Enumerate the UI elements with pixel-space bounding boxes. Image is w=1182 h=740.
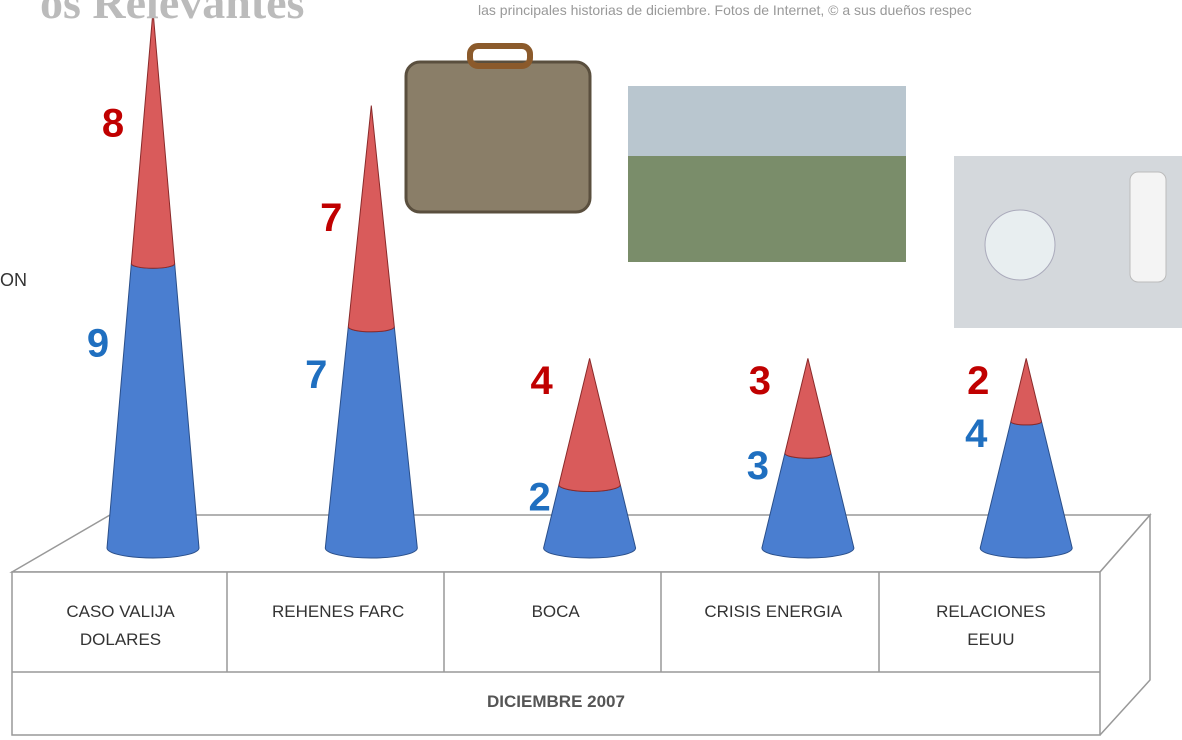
cone-lower bbox=[107, 264, 199, 558]
cone-lower bbox=[325, 327, 417, 558]
group-label: DICIEMBRE 2007 bbox=[12, 692, 1100, 712]
value-label: 7 bbox=[320, 196, 342, 240]
cone-upper bbox=[559, 358, 620, 491]
title: os Relevantes bbox=[40, 0, 304, 29]
cone-upper bbox=[1011, 358, 1042, 425]
photos bbox=[406, 46, 1182, 328]
cone-lower bbox=[980, 422, 1072, 558]
cone-lower bbox=[544, 485, 636, 558]
value-label: 2 bbox=[528, 475, 550, 519]
value-label: 4 bbox=[965, 412, 988, 456]
page: 9 8 7 7 2 4 3 3 4 2 os Relevantes las principales… bbox=[0, 0, 1182, 740]
cone-upper bbox=[131, 11, 174, 269]
cone-upper bbox=[785, 358, 831, 458]
category-label: CASO VALIJA DOLARES bbox=[12, 598, 229, 654]
value-label: 3 bbox=[749, 359, 771, 403]
value-label: 4 bbox=[530, 359, 553, 403]
annotation: ON bbox=[0, 270, 27, 291]
category-label: BOCA bbox=[447, 598, 664, 626]
category-label: REHENES FARC bbox=[230, 598, 447, 626]
subtitle: las principales historias de diciembre. … bbox=[478, 2, 972, 18]
cone-lower bbox=[762, 453, 854, 558]
cone-upper bbox=[348, 106, 394, 332]
value-label: 8 bbox=[102, 101, 124, 145]
value-label: 2 bbox=[967, 359, 989, 403]
value-label: 7 bbox=[305, 353, 327, 397]
category-label: RELACIONES EEUU bbox=[882, 598, 1099, 654]
value-label: 3 bbox=[747, 444, 769, 488]
value-label: 9 bbox=[87, 321, 109, 365]
category-label: CRISIS ENERGIA bbox=[665, 598, 882, 626]
